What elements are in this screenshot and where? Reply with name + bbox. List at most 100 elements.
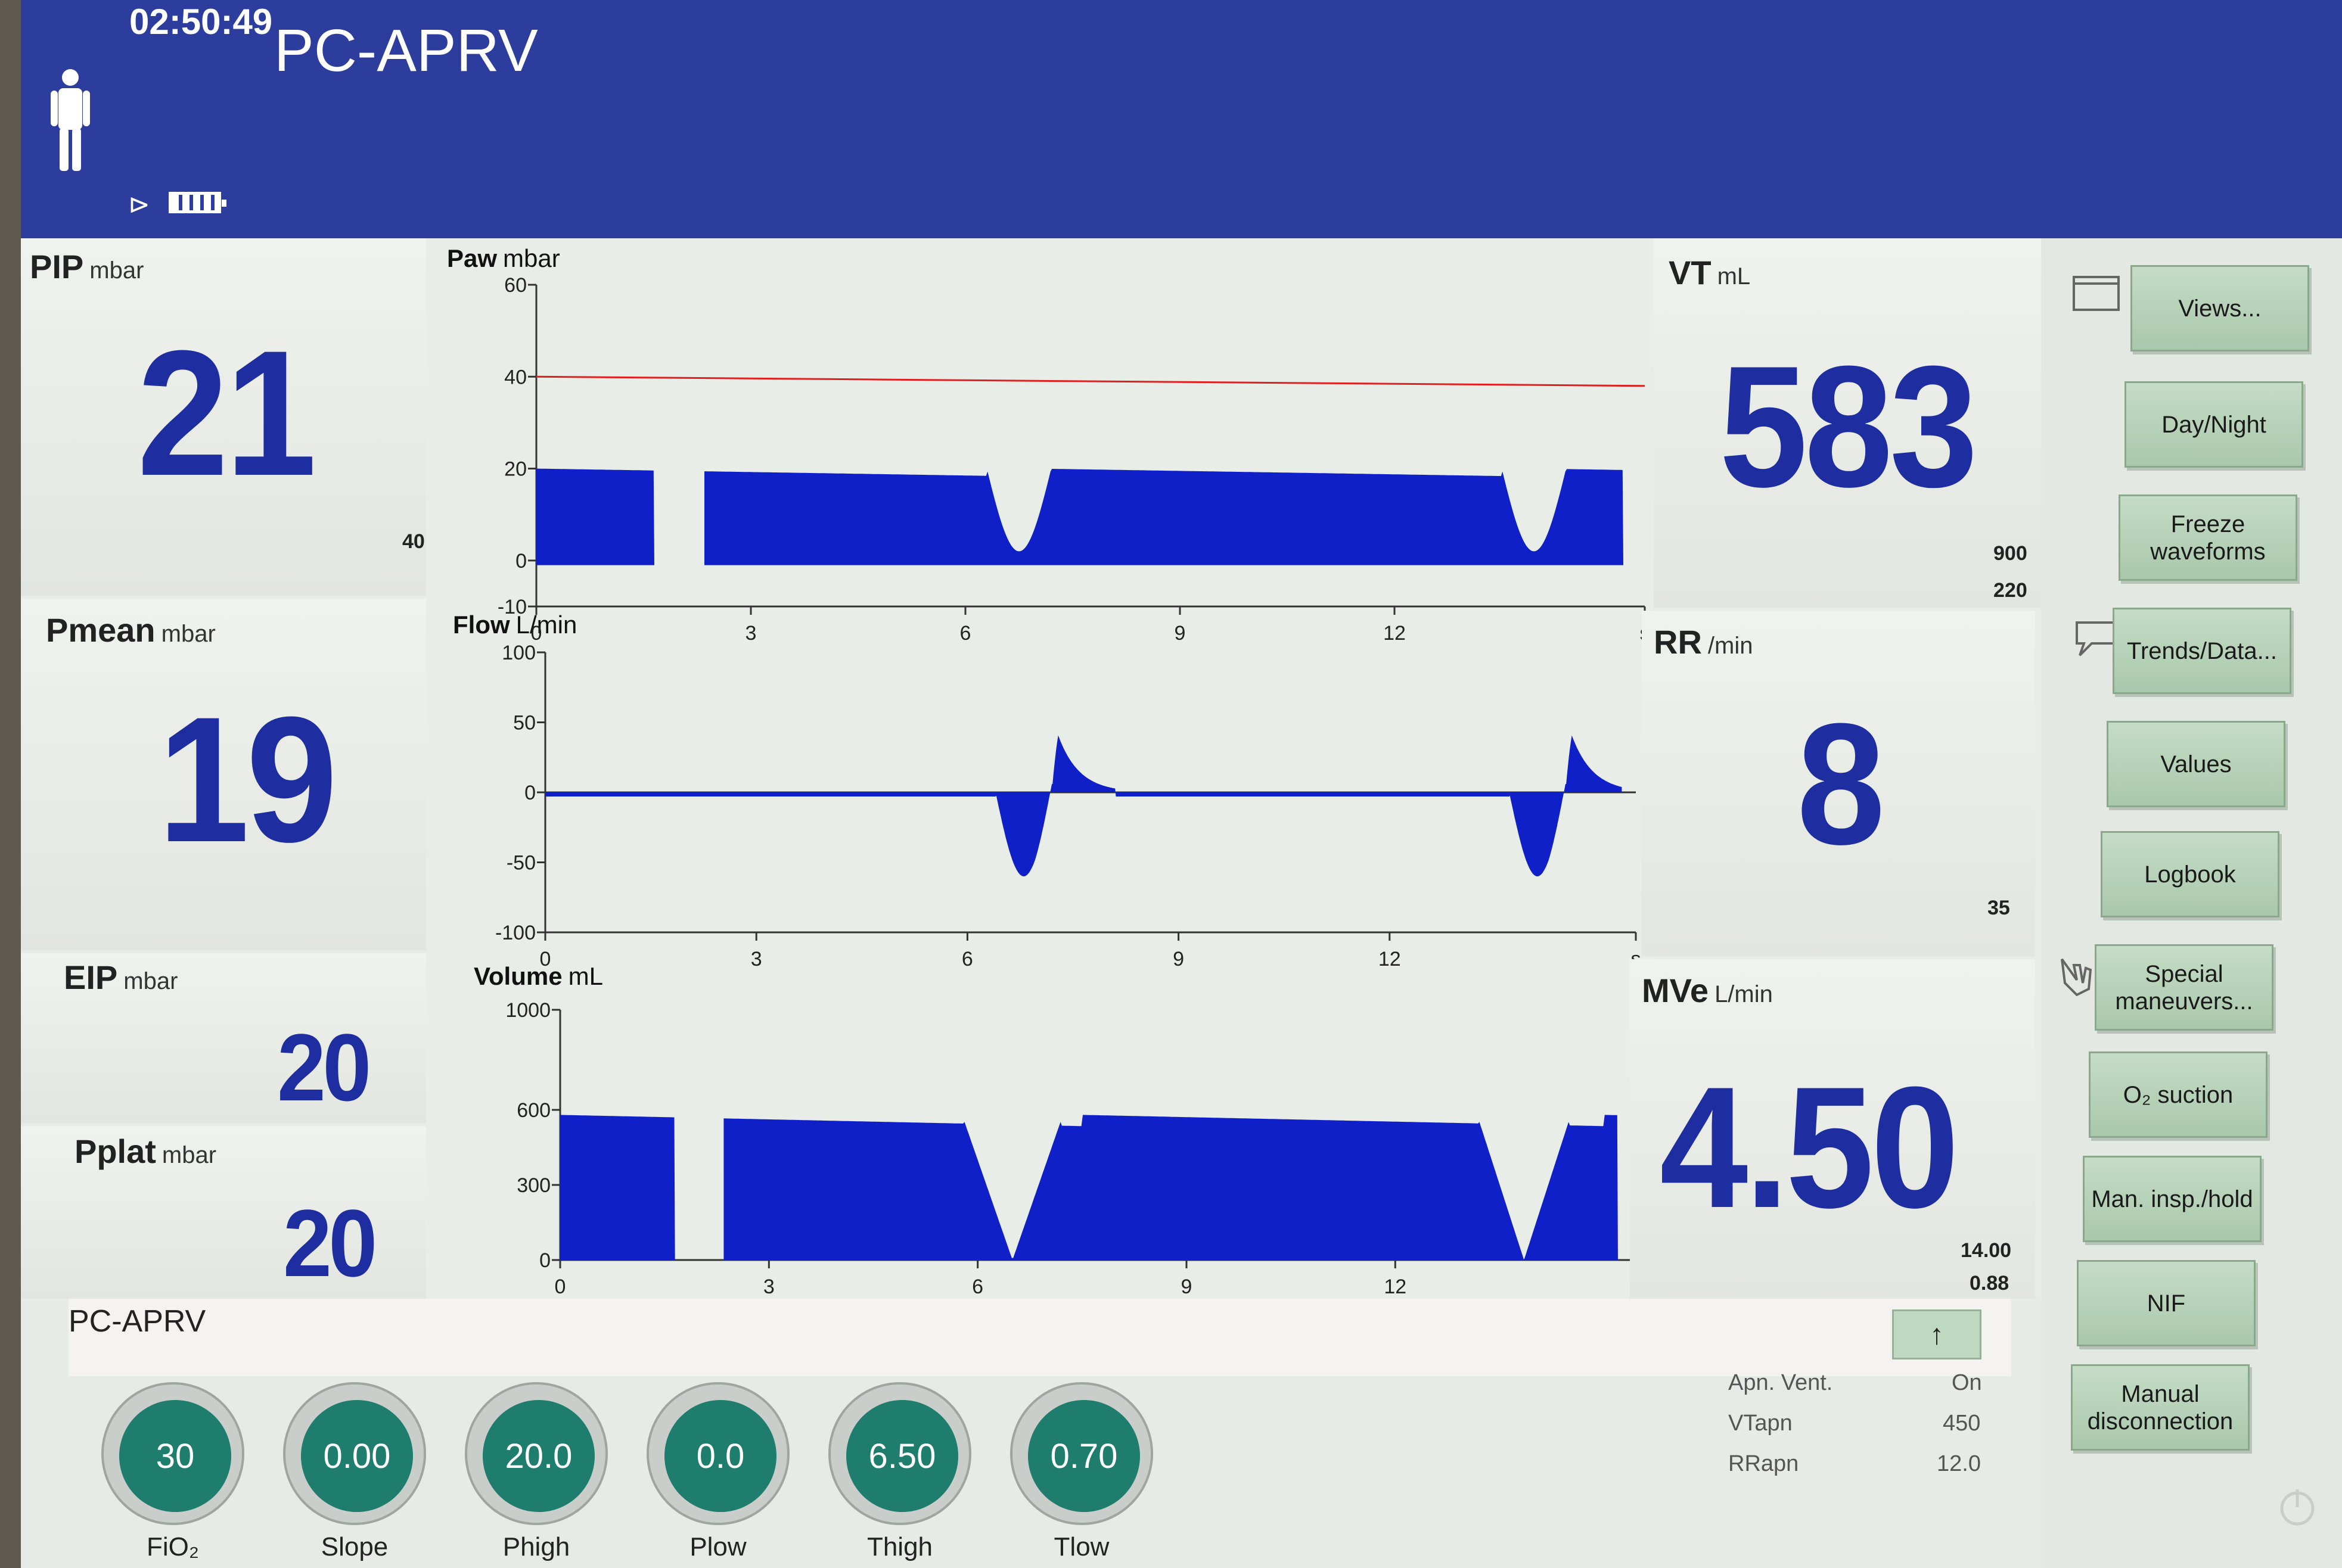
apnea-vent-value: On <box>1952 1370 1982 1395</box>
vt-limit-high: 900 <box>1993 542 2027 565</box>
paw-x-tick-label: 9 <box>1175 622 1186 645</box>
flow-unit: L/min <box>515 611 577 639</box>
knob-label: Thigh <box>866 1532 933 1561</box>
manual-disconnection-button[interactable]: Manual disconnection <box>2071 1364 2250 1451</box>
pip-unit: mbar <box>89 257 144 284</box>
mode-bar-label: PC-APRV <box>69 1304 206 1339</box>
knob-0[interactable]: 30 FiO₂ <box>101 1382 250 1568</box>
adult-patient-icon[interactable] <box>44 66 97 173</box>
knob-value[interactable]: 30 <box>119 1400 231 1512</box>
manual-inspiration-hold-button[interactable]: Man. insp./hold <box>2083 1156 2262 1242</box>
knob-value[interactable]: 20.0 <box>483 1400 595 1512</box>
pmean-panel: Pmean mbar 19 <box>21 599 432 950</box>
paw-waveform <box>536 468 1623 565</box>
window-icon <box>2073 276 2120 311</box>
pip-value: 21 <box>137 313 316 513</box>
flow-y-tick-label: 0 <box>524 782 536 804</box>
day-night-button[interactable]: Day/Night <box>2124 381 2303 468</box>
volume-y-tick-label: 600 <box>517 1099 551 1122</box>
knob-5[interactable]: 0.70 Tlow <box>1010 1382 1159 1568</box>
values-button[interactable]: Values <box>2107 721 2285 807</box>
trends-data-button[interactable]: Trends/Data... <box>2113 608 2291 694</box>
knob-ring[interactable]: 6.50 <box>828 1382 971 1525</box>
vtapn-value: 450 <box>1943 1411 1981 1436</box>
pmean-unit: mbar <box>161 621 216 647</box>
knob-value[interactable]: 0.0 <box>664 1400 776 1512</box>
paw-x-tick-label: 0 <box>531 622 542 645</box>
power-icon[interactable] <box>2273 1483 2321 1531</box>
ventilation-mode-title: PC-APRV <box>274 17 538 84</box>
knob-ring[interactable]: 30 <box>101 1382 244 1525</box>
pplat-label: Pplat <box>74 1133 156 1170</box>
logbook-button[interactable]: Logbook <box>2101 831 2279 917</box>
expand-settings-button[interactable]: ↑ <box>1892 1309 1981 1359</box>
volume-label: Volume <box>474 962 563 990</box>
o2-suction-button[interactable]: O₂ suction <box>2089 1051 2268 1138</box>
waveform-plots: 6040200-10036912s100500-50-100036912s100… <box>495 274 1650 1298</box>
rr-panel: RR/min 8 35 <box>1642 611 2035 956</box>
volume-x-tick-label: 6 <box>972 1275 983 1298</box>
knob-label: Tlow <box>1054 1532 1110 1561</box>
eip-unit: mbar <box>123 968 178 994</box>
special-maneuvers-button[interactable]: Special maneuvers... <box>2095 944 2273 1031</box>
eip-value: 20 <box>277 1014 371 1121</box>
paw-label: Paw <box>447 244 498 272</box>
knob-value[interactable]: 6.50 <box>846 1400 958 1512</box>
vt-label: VT <box>1669 254 1712 291</box>
pplat-panel: Pplat mbar 20 <box>21 1126 456 1299</box>
pip-label: PIP <box>30 248 84 285</box>
views-button[interactable]: Views... <box>2130 265 2309 351</box>
freeze-waveforms-button[interactable]: Freeze waveforms <box>2119 494 2297 581</box>
volume-x-tick-label: 3 <box>763 1275 775 1298</box>
pmean-label: Pmean <box>46 611 156 649</box>
vt-limit-low: 220 <box>1993 579 2027 602</box>
waveform-area: Paw mbar Flow L/min Volume mL 60 40 20 0 -10 0 3 6… <box>426 238 1654 1299</box>
pip-panel: PIP mbar 21 40 <box>21 238 432 596</box>
volume-unit: mL <box>568 962 603 990</box>
header-bar: 02:50:49 PC-APRV ⊳ <box>21 0 2342 238</box>
paw-y-tick-label: 40 <box>504 366 527 388</box>
volume-x-tick-label: 12 <box>1384 1275 1406 1298</box>
knob-ring[interactable]: 0.00 <box>283 1382 426 1525</box>
vt-panel: VT mL 583 900 220 <box>1654 238 2047 608</box>
paw-unit: mbar <box>503 244 560 272</box>
mve-limit-low: 0.88 <box>1970 1272 2009 1295</box>
eip-label: EIP <box>64 959 118 996</box>
knob-1[interactable]: 0.00 Slope <box>283 1382 432 1568</box>
clock: 02:50:49 <box>129 2 273 42</box>
knob-label: Slope <box>321 1532 389 1561</box>
rr-value: 8 <box>1797 687 1885 881</box>
flow-y-tick-label: -50 <box>507 852 536 875</box>
pplat-unit: mbar <box>161 1142 217 1168</box>
flow-x-tick-label: 6 <box>962 948 973 970</box>
knob-label: Plow <box>689 1532 747 1561</box>
knob-2[interactable]: 20.0 Phigh <box>465 1382 614 1568</box>
paw-y-tick-label: 20 <box>504 458 527 481</box>
pmean-value: 19 <box>158 679 337 879</box>
paw-y-tick-label: 60 <box>504 274 527 297</box>
paw-alarm-limit-line <box>536 375 1645 387</box>
volume-waveform <box>560 1115 1618 1260</box>
plug-icon: ⊳ <box>128 190 150 219</box>
vt-value: 583 <box>1719 330 1978 523</box>
flow-x-tick-label: 9 <box>1173 948 1184 970</box>
mve-value: 4.50 <box>1660 1051 1959 1244</box>
pip-limit: 40 <box>402 530 425 553</box>
nif-button[interactable]: NIF <box>2077 1260 2256 1346</box>
flow-x-tick-label: 12 <box>1378 948 1401 970</box>
paw-x-tick-label: 12 <box>1383 622 1406 645</box>
volume-x-tick-label: 9 <box>1181 1275 1192 1298</box>
volume-x-tick-label: 0 <box>555 1275 566 1298</box>
knob-ring[interactable]: 0.70 <box>1010 1382 1153 1525</box>
knob-4[interactable]: 6.50 Thigh <box>828 1382 977 1568</box>
flow-x-tick-label: 0 <box>540 948 551 970</box>
knob-label: Phigh <box>502 1532 570 1561</box>
knob-ring[interactable]: 0.0 <box>647 1382 790 1525</box>
knob-ring[interactable]: 20.0 <box>465 1382 608 1525</box>
mve-unit: L/min <box>1714 981 1773 1007</box>
knob-label: FiO₂ <box>147 1532 199 1561</box>
knob-value[interactable]: 0.00 <box>301 1400 413 1512</box>
knob-value[interactable]: 0.70 <box>1028 1400 1140 1512</box>
knob-3[interactable]: 0.0 Plow <box>647 1382 796 1568</box>
rr-limit: 35 <box>1987 897 2010 919</box>
